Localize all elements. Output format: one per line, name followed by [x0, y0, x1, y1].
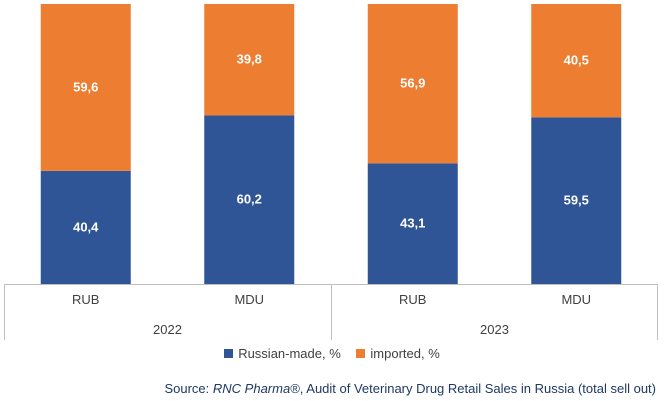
category-label-1: MDU — [234, 292, 264, 307]
data-label-imported-0: 59,6 — [73, 79, 98, 94]
category-label-0: RUB — [72, 292, 99, 307]
bar-russian-made-0 — [40, 170, 131, 284]
data-label-imported-1: 39,8 — [237, 52, 262, 67]
bar-imported-1 — [204, 4, 295, 116]
source-note: Source: RNC Pharma®, Audit of Veterinary… — [164, 381, 656, 396]
legend-label-imported: imported, % — [370, 346, 440, 361]
source-brand: RNC Pharma® — [212, 381, 300, 396]
legend-swatch-imported — [356, 349, 366, 358]
group-label-2022: 2022 — [153, 322, 182, 337]
bar-russian-made-1 — [204, 115, 295, 284]
bar-russian-made-3 — [531, 117, 622, 285]
data-label-imported-3: 40,5 — [564, 53, 589, 68]
category-label-2: RUB — [399, 292, 426, 307]
bar-imported-3 — [531, 4, 622, 118]
data-label-imported-2: 56,9 — [400, 76, 425, 91]
bar-imported-0 — [40, 4, 131, 171]
legend-item-imported: imported, % — [356, 346, 440, 361]
bar-imported-2 — [367, 4, 458, 164]
legend: Russian-made, % imported, % — [0, 346, 664, 361]
bar-russian-made-2 — [367, 163, 458, 284]
category-label-3: MDU — [561, 292, 591, 307]
data-label-russian-made-2: 43,1 — [400, 216, 425, 231]
stacked-bar-chart: 40,4 59,6 RUB 60,2 39,8 MDU 43,1 56,9 RUB 59,5 40,… — [4, 4, 658, 340]
group-label-2023: 2023 — [480, 322, 509, 337]
data-label-russian-made-3: 59,5 — [564, 193, 589, 208]
data-label-russian-made-0: 40,4 — [73, 219, 99, 234]
source-rest: , Audit of Veterinary Drug Retail Sales … — [299, 381, 656, 396]
legend-label-russian-made: Russian-made, % — [238, 346, 341, 361]
legend-item-russian-made: Russian-made, % — [224, 346, 341, 361]
source-prefix: Source: — [164, 381, 213, 396]
legend-swatch-russian-made — [224, 349, 234, 358]
data-label-russian-made-1: 60,2 — [237, 192, 262, 207]
